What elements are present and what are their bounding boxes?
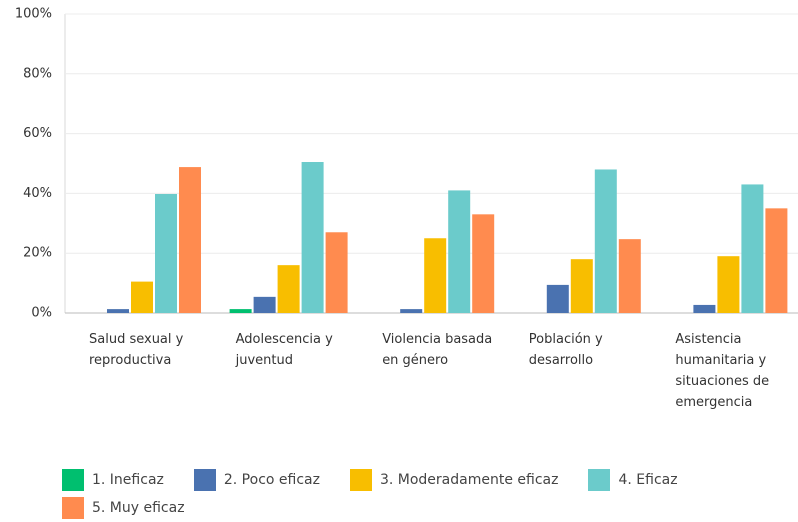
bar [693, 304, 716, 313]
legend-item: 1. Ineficaz [62, 466, 164, 494]
legend-swatch [349, 469, 372, 491]
bar [301, 162, 324, 313]
legend-label: 2. Poco eficaz [223, 472, 320, 488]
bar [277, 265, 300, 313]
legend-label: 1. Ineficaz [92, 472, 164, 488]
bar [472, 214, 495, 313]
legend-label: 5. Muy eficaz [92, 500, 185, 516]
x-tick-label: Asistencia humanitaria y situaciones de … [675, 332, 770, 410]
bar [253, 296, 276, 313]
y-tick-label: 60% [23, 126, 52, 141]
legend-swatch [193, 469, 216, 491]
legend-label: 3. Moderadamente eficaz [379, 472, 559, 488]
legend-swatch [62, 497, 84, 519]
legend-item: 5. Muy eficaz [62, 494, 185, 522]
legend-label: 4. Eficaz [618, 472, 678, 488]
x-tick-label: Adolescencia y juventud [235, 332, 333, 368]
x-tick-label: Salud sexual y reproductiva [89, 332, 184, 368]
bar [618, 239, 641, 313]
bar [107, 309, 129, 313]
bar [229, 309, 252, 313]
bar [717, 256, 740, 313]
bar [325, 232, 348, 313]
legend-swatch [588, 469, 611, 491]
x-tick-label: Violencia basada en género [382, 332, 493, 368]
bar [448, 190, 471, 313]
bar [765, 208, 788, 313]
y-tick-label: 40% [23, 186, 52, 201]
legend-item: 4. Eficaz [588, 466, 678, 494]
y-tick-label: 20% [23, 246, 52, 261]
bar [424, 238, 447, 313]
bar [570, 259, 593, 313]
legend-item: 3. Moderadamente eficaz [349, 466, 559, 494]
x-tick-label: Población y desarrollo [528, 332, 603, 368]
bar [594, 169, 617, 313]
bar [741, 184, 764, 313]
bar [179, 167, 201, 313]
y-tick-label: 80% [23, 66, 52, 81]
legend: 1. Ineficaz 2. Poco eficaz 3. Moderadament… [62, 466, 782, 522]
bar [155, 193, 177, 313]
y-tick-label: 0% [31, 306, 52, 321]
bar [546, 284, 569, 313]
chart: 0% 20% 40% 60% 80% 100% [15, 7, 798, 321]
bar [400, 309, 423, 313]
y-tick-label: 100% [15, 7, 52, 22]
legend-item: 2. Poco eficaz [193, 466, 320, 494]
legend-swatch [62, 469, 84, 491]
bar [131, 281, 153, 313]
